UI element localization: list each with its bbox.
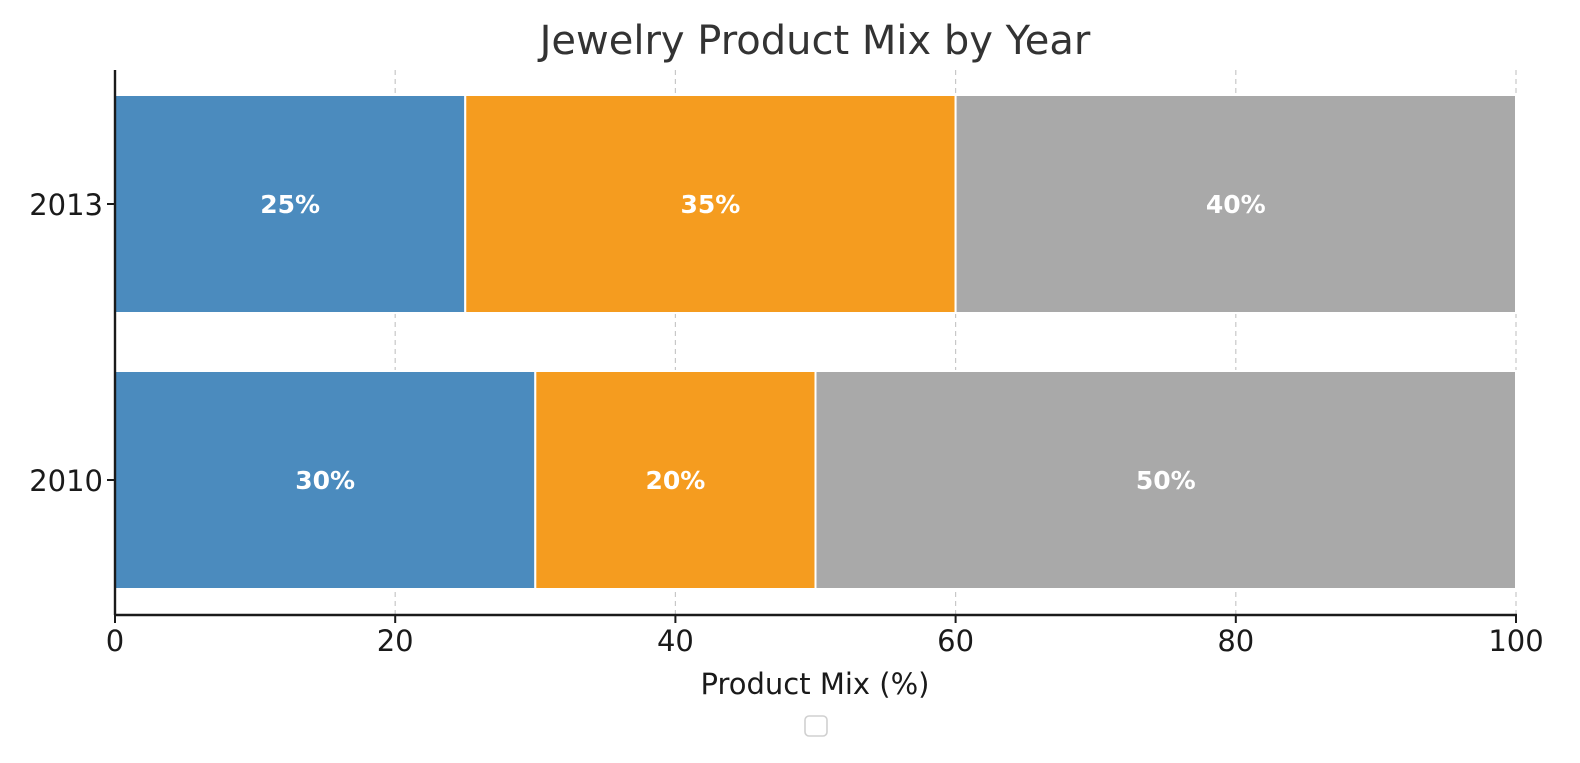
x-axis-ticks: 0 20 40 60 80 100 xyxy=(106,615,1544,658)
x-tick-label-5: 100 xyxy=(1488,624,1543,658)
bar-data-labels: 30% 20% 50% 25% 35% 40% xyxy=(260,190,1266,495)
x-tick-label-2: 40 xyxy=(657,624,694,658)
legend-box xyxy=(804,715,828,737)
bars xyxy=(114,94,1517,590)
bar-2013-segment-0 xyxy=(114,94,467,314)
y-tick-label-2013: 2013 xyxy=(29,188,103,222)
data-label-2010-segment-1: 20% xyxy=(645,466,705,495)
bar-2010-segment-2 xyxy=(814,370,1517,590)
x-tick-label-3: 60 xyxy=(937,624,974,658)
bar-2013-segment-1 xyxy=(464,94,957,314)
axes xyxy=(113,70,1517,617)
y-tick-label-2010: 2010 xyxy=(29,464,103,498)
data-label-2010-segment-2: 50% xyxy=(1136,466,1196,495)
x-axis-label: Product Mix (%) xyxy=(701,667,930,701)
bar-2010-segment-0 xyxy=(114,370,537,590)
chart-title: Jewelry Product Mix by Year xyxy=(537,18,1091,64)
data-label-2013-segment-1: 35% xyxy=(681,190,741,219)
y-axis-ticks: 2010 2013 xyxy=(29,188,115,498)
data-label-2010-segment-0: 30% xyxy=(295,466,355,495)
data-label-2013-segment-2: 40% xyxy=(1206,190,1266,219)
x-tick-label-0: 0 xyxy=(106,624,124,658)
data-label-2013-segment-0: 25% xyxy=(260,190,320,219)
legend xyxy=(804,715,828,737)
bar-2013-segment-2 xyxy=(954,94,1517,314)
x-tick-label-4: 80 xyxy=(1217,624,1254,658)
x-tick-label-1: 20 xyxy=(377,624,414,658)
